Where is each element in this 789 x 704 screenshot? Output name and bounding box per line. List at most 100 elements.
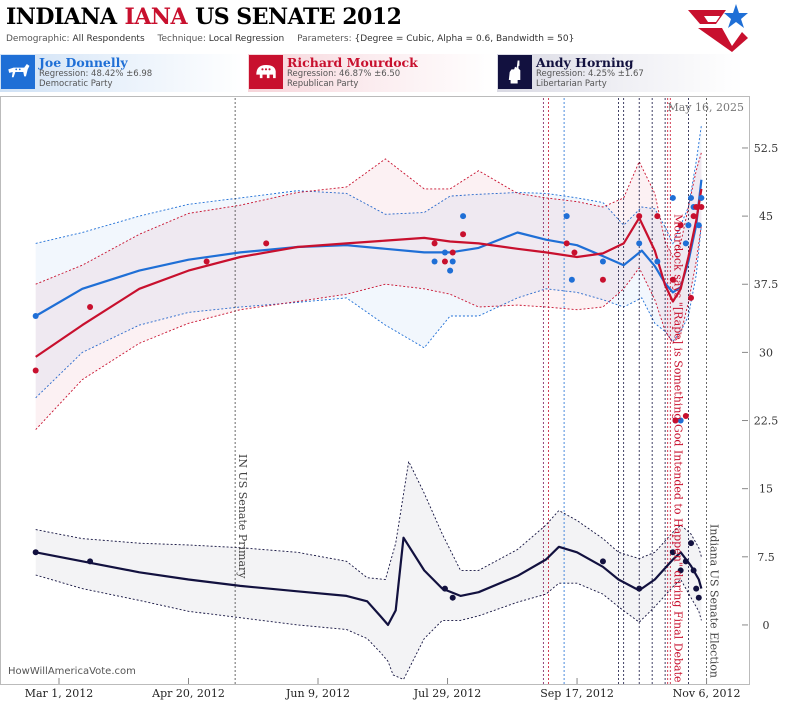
poll-point bbox=[672, 417, 679, 424]
poll-point bbox=[654, 213, 661, 220]
x-tick-label: Nov 6, 2012 bbox=[673, 687, 741, 700]
plot-frame bbox=[0, 96, 750, 685]
band-lower-line bbox=[35, 225, 702, 399]
poll-point bbox=[447, 267, 454, 274]
x-tick-label: Mar 1, 2012 bbox=[25, 687, 94, 700]
poll-point bbox=[87, 558, 94, 565]
candidate-party: Democratic Party bbox=[39, 79, 113, 89]
band-lower-line bbox=[35, 225, 702, 430]
poll-point bbox=[441, 258, 448, 265]
technique-value: Local Regression bbox=[208, 34, 285, 44]
date-stamp: May 16, 2025 bbox=[667, 101, 744, 114]
candidate-regression: Regression: 46.87% ±6.50 bbox=[287, 69, 401, 79]
page-title: INDIANA IANA US SENATE 2012 bbox=[6, 4, 402, 30]
band-upper-line bbox=[35, 125, 702, 245]
poll-point bbox=[677, 567, 684, 574]
poll-point bbox=[599, 258, 606, 265]
poll-point bbox=[441, 585, 448, 592]
poll-point bbox=[449, 594, 456, 601]
poll-point bbox=[688, 294, 695, 301]
title-race: US SENATE 2012 bbox=[195, 4, 402, 30]
x-tick-label: Jul 29, 2012 bbox=[413, 687, 482, 700]
title-state: INDIANA bbox=[6, 4, 117, 30]
parameters-line: Demographic: All Respondents Technique: … bbox=[6, 34, 574, 44]
trend-lines bbox=[35, 179, 703, 627]
poll-point bbox=[431, 258, 438, 265]
poll-point bbox=[571, 249, 578, 256]
poll-point bbox=[449, 249, 456, 256]
candidate-party: Republican Party bbox=[287, 79, 359, 89]
candidate-card-mourdock: Richard Mourdock Regression: 46.87% ±6.5… bbox=[248, 54, 494, 92]
poll-point bbox=[693, 585, 700, 592]
poll-point bbox=[698, 204, 705, 211]
poll-point bbox=[685, 222, 692, 229]
poll-point bbox=[460, 231, 467, 238]
x-axis: Mar 1, 2012 Apr 20, 2012 Jun 9, 2012 Jul 29… bbox=[25, 678, 741, 700]
stars-and-stripes-logo-icon bbox=[688, 4, 748, 52]
poll-point bbox=[636, 240, 643, 247]
poll-point bbox=[460, 213, 467, 220]
y-tick-label: 15 bbox=[759, 483, 773, 496]
trend-line bbox=[35, 188, 703, 358]
annotations: IN US Senate Primary Mourdock says "[Rape… bbox=[236, 214, 720, 683]
poll-point bbox=[441, 249, 448, 256]
poll-points bbox=[32, 194, 705, 601]
poll-point bbox=[263, 240, 270, 247]
candidate-party: Libertarian Party bbox=[536, 79, 607, 89]
poll-point bbox=[563, 213, 570, 220]
poll-point bbox=[677, 222, 684, 229]
poll-point bbox=[682, 412, 689, 419]
poll-point bbox=[32, 549, 39, 556]
poll-point bbox=[690, 213, 697, 220]
poll-point bbox=[698, 194, 705, 201]
parameters-value: {Degree = Cubic, Alpha = 0.6, Bandwidth … bbox=[354, 34, 575, 44]
candidate-name: Richard Mourdock bbox=[287, 55, 418, 70]
x-tick-label: Sep 17, 2012 bbox=[540, 687, 614, 700]
trend-line bbox=[35, 536, 703, 627]
candidate-name: Joe Donnelly bbox=[39, 55, 128, 70]
annotation-label: Mourdock says "[Rape] is Something God I… bbox=[671, 214, 684, 683]
candidate-regression: Regression: 4.25% ±1.67 bbox=[536, 69, 644, 79]
candidate-card-horning: Andy Horning Regression: 4.25% ±1.67 Lib… bbox=[497, 54, 743, 92]
candidate-card-donnelly: Joe Donnelly Regression: 48.42% ±6.98 De… bbox=[0, 54, 246, 92]
y-axis: 0 7.5 15 22.5 30 37.5 45 52.5 bbox=[742, 142, 778, 632]
poll-point bbox=[682, 240, 689, 247]
candidate-regression: Regression: 48.42% ±6.98 bbox=[39, 69, 153, 79]
poll-point bbox=[599, 558, 606, 565]
poll-point bbox=[688, 540, 695, 547]
trend-line bbox=[35, 179, 703, 317]
elephant-icon bbox=[249, 55, 283, 89]
poll-point bbox=[669, 549, 676, 556]
chart-header: INDIANA IANA US SENATE 2012 Demographic: A… bbox=[0, 0, 789, 52]
poll-point bbox=[449, 258, 456, 265]
donkey-icon bbox=[1, 55, 35, 89]
y-tick-label: 22.5 bbox=[754, 415, 779, 428]
poll-point bbox=[568, 276, 575, 283]
poll-point bbox=[677, 417, 684, 424]
poll-point bbox=[654, 258, 661, 265]
poll-point bbox=[682, 558, 689, 565]
polling-chart: 0 7.5 15 22.5 30 37.5 45 52.5 Mar 1, 2012 Apr 20… bbox=[0, 96, 778, 700]
confidence-band bbox=[35, 125, 702, 398]
poll-point bbox=[32, 313, 39, 320]
confidence-band bbox=[35, 461, 702, 680]
band-upper-line bbox=[35, 152, 702, 285]
y-tick-label: 52.5 bbox=[754, 142, 779, 155]
x-tick-label: Apr 20, 2012 bbox=[151, 687, 225, 700]
poll-point bbox=[688, 194, 695, 201]
y-tick-label: 0 bbox=[763, 619, 770, 632]
poll-point bbox=[32, 367, 39, 374]
poll-point bbox=[695, 594, 702, 601]
y-tick-label: 37.5 bbox=[754, 278, 779, 291]
technique-label: Technique: bbox=[157, 34, 206, 44]
annotation-label: IN US Senate Primary bbox=[236, 454, 249, 579]
event-lines bbox=[234, 98, 707, 684]
watermark: HowWillAmericaVote.com bbox=[8, 666, 136, 677]
title-state-overlay: IANA bbox=[124, 4, 188, 30]
poll-point bbox=[693, 204, 700, 211]
candidate-name: Andy Horning bbox=[536, 55, 634, 70]
poll-point bbox=[690, 567, 697, 574]
poll-point bbox=[636, 213, 643, 220]
annotation-label: Indiana US Senate Election bbox=[708, 524, 721, 678]
poll-point bbox=[87, 303, 94, 310]
